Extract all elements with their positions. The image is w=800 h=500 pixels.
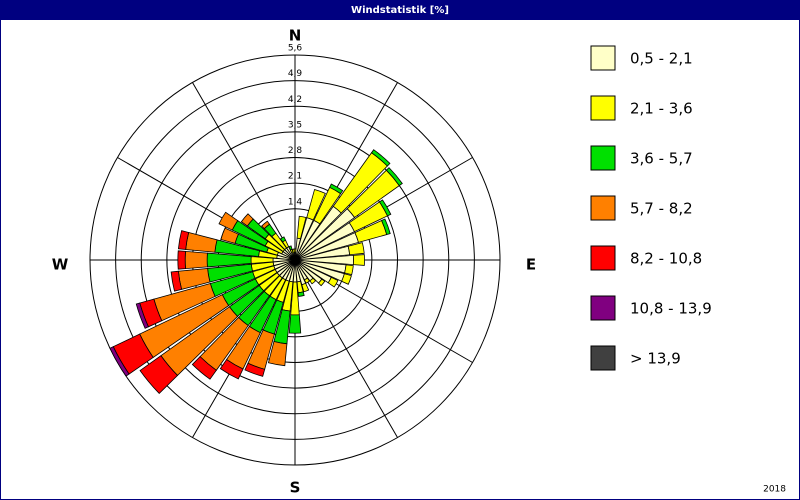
- wedge: [177, 230, 190, 250]
- wedge: [303, 277, 311, 284]
- wedge: [381, 218, 391, 236]
- legend-swatch: [590, 45, 616, 71]
- legend-swatch: [590, 95, 616, 121]
- legend-swatch: [590, 145, 616, 171]
- wedge: [184, 250, 208, 270]
- wedge: [341, 273, 352, 285]
- wedge: [344, 264, 354, 276]
- ring: [89, 54, 501, 466]
- legend-swatch: [590, 295, 616, 321]
- legend-label: 10,8 - 13,9: [630, 300, 712, 318]
- wedge: [261, 220, 271, 230]
- ring: [166, 131, 424, 389]
- legend-swatch: [590, 195, 616, 221]
- direction-label: S: [290, 479, 301, 497]
- direction-label: E: [526, 256, 536, 274]
- wedge: [267, 341, 288, 367]
- footer: 2018: [763, 485, 786, 495]
- title: Windstatistik [%]: [351, 5, 449, 16]
- legend-label: 2,1 - 3,6: [630, 100, 693, 118]
- wedge: [177, 250, 186, 270]
- legend-swatch: [590, 345, 616, 371]
- legend-label: 8,2 - 10,8: [630, 250, 702, 268]
- wedge: [109, 346, 130, 377]
- wedge: [139, 355, 179, 394]
- wedge: [240, 213, 254, 227]
- wedge: [218, 211, 239, 231]
- wedge: [288, 245, 293, 251]
- ring-label: 4,9: [288, 69, 303, 79]
- wedge: [291, 248, 295, 254]
- ring-label: 4,2: [288, 95, 302, 105]
- wedge: [370, 149, 391, 167]
- legend-label: 3,6 - 5,7: [630, 150, 693, 168]
- wedge: [327, 276, 339, 288]
- ring-label: 2,1: [288, 172, 302, 182]
- legend-label: > 13,9: [630, 350, 681, 368]
- wedge: [352, 254, 365, 266]
- wedge: [329, 183, 344, 195]
- ring-label: 3,5: [288, 120, 302, 130]
- wedge: [296, 215, 307, 240]
- wedge: [306, 188, 326, 221]
- wedge: [297, 291, 305, 297]
- wedge: [309, 277, 317, 285]
- ring-label: 5,6: [288, 44, 303, 54]
- wedge: [279, 236, 287, 243]
- legend-label: 0,5 - 2,1: [630, 50, 693, 68]
- wedge: [219, 359, 244, 380]
- wedge: [191, 356, 217, 380]
- wedge: [317, 278, 326, 287]
- wedge: [244, 362, 266, 377]
- wedge: [135, 302, 149, 329]
- title-bar: [0, 0, 800, 20]
- wedge: [301, 282, 310, 293]
- wedge: [378, 199, 392, 217]
- wedge: [288, 314, 302, 334]
- direction-label: N: [289, 27, 302, 45]
- legend-swatch: [590, 245, 616, 271]
- direction-label: W: [52, 256, 69, 274]
- ring-label: 2,8: [288, 146, 303, 156]
- ring: [115, 80, 475, 440]
- ring: [140, 105, 450, 415]
- wedge: [347, 242, 365, 256]
- ring-label: 1,4: [288, 197, 303, 207]
- wedge: [385, 167, 403, 187]
- wedge: [170, 270, 183, 292]
- wedge: [220, 227, 239, 244]
- legend-label: 5,7 - 8,2: [630, 200, 693, 218]
